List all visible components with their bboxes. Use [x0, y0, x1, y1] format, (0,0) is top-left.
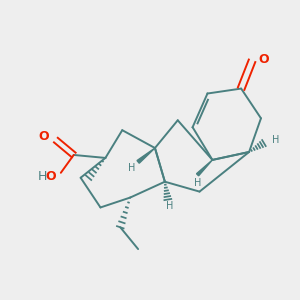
Text: H: H [38, 170, 47, 183]
Text: H: H [128, 163, 135, 173]
Text: O: O [38, 130, 49, 142]
Text: H: H [194, 178, 201, 188]
Text: H: H [166, 202, 173, 212]
Text: H: H [272, 135, 279, 145]
Polygon shape [137, 148, 155, 163]
Polygon shape [196, 160, 212, 176]
Text: O: O [258, 53, 268, 66]
Text: O: O [45, 170, 56, 183]
